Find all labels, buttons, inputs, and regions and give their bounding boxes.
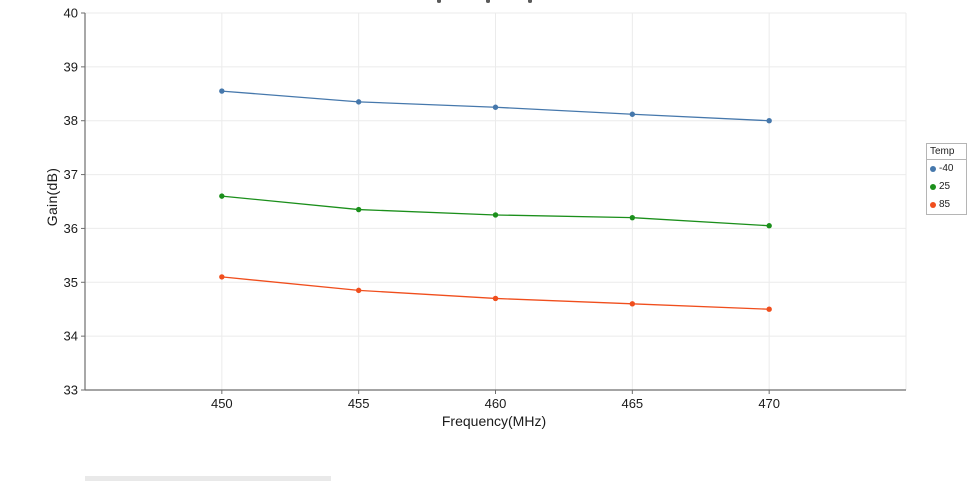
legend-item--40: -40 (927, 160, 966, 178)
data-point-85 (492, 295, 499, 302)
legend-swatch-icon (930, 166, 936, 172)
y-tick-label: 36 (64, 221, 78, 236)
legend-item-label: 25 (939, 181, 951, 192)
data-point-25 (219, 193, 225, 199)
data-point--40 (766, 118, 772, 124)
legend-swatch-icon (930, 202, 936, 208)
legend-title: Temp (927, 144, 966, 160)
data-point--40 (219, 88, 225, 94)
x-tick-label: 465 (621, 396, 643, 411)
data-point-25 (492, 212, 499, 218)
y-tick-label: 33 (64, 383, 78, 398)
data-point-85 (219, 274, 225, 280)
legend-item-25: 25 (927, 178, 966, 196)
y-tick-label: 40 (64, 6, 78, 21)
y-tick-label: 37 (64, 167, 78, 182)
y-axis-title: Gain(dB) (44, 167, 60, 227)
y-tick-label: 39 (64, 59, 78, 74)
data-point-25 (629, 214, 636, 221)
x-tick-label: 470 (758, 396, 780, 411)
y-tick-label: 38 (64, 113, 78, 128)
data-point-25 (766, 223, 772, 229)
data-point-85 (629, 301, 636, 307)
legend-item-label: -40 (939, 163, 954, 174)
legend-item-label: 85 (939, 199, 951, 210)
legend-items: -40 25 85 (927, 160, 966, 214)
y-tick-label: 34 (64, 329, 78, 344)
line-chart-plot: 450 455 460 465 470 40 39 38 37 36 35 34 33 (64, 6, 907, 411)
data-point-25 (355, 206, 362, 213)
data-point--40 (355, 99, 362, 105)
legend-item-85: 85 (927, 196, 966, 214)
data-point--40 (629, 111, 636, 117)
legend-swatch-icon (930, 184, 936, 190)
x-tick-label: 450 (211, 396, 233, 411)
data-point-85 (766, 306, 772, 312)
legend: Temp -40 25 85 (926, 143, 967, 215)
x-tick-label: 460 (485, 396, 507, 411)
x-axis-title: Frequency(MHz) (441, 413, 547, 429)
data-point--40 (492, 104, 499, 110)
data-point-85 (355, 287, 362, 294)
y-tick-label: 35 (64, 275, 78, 290)
x-tick-label: 455 (348, 396, 370, 411)
bottom-edge-artifact (85, 476, 331, 481)
